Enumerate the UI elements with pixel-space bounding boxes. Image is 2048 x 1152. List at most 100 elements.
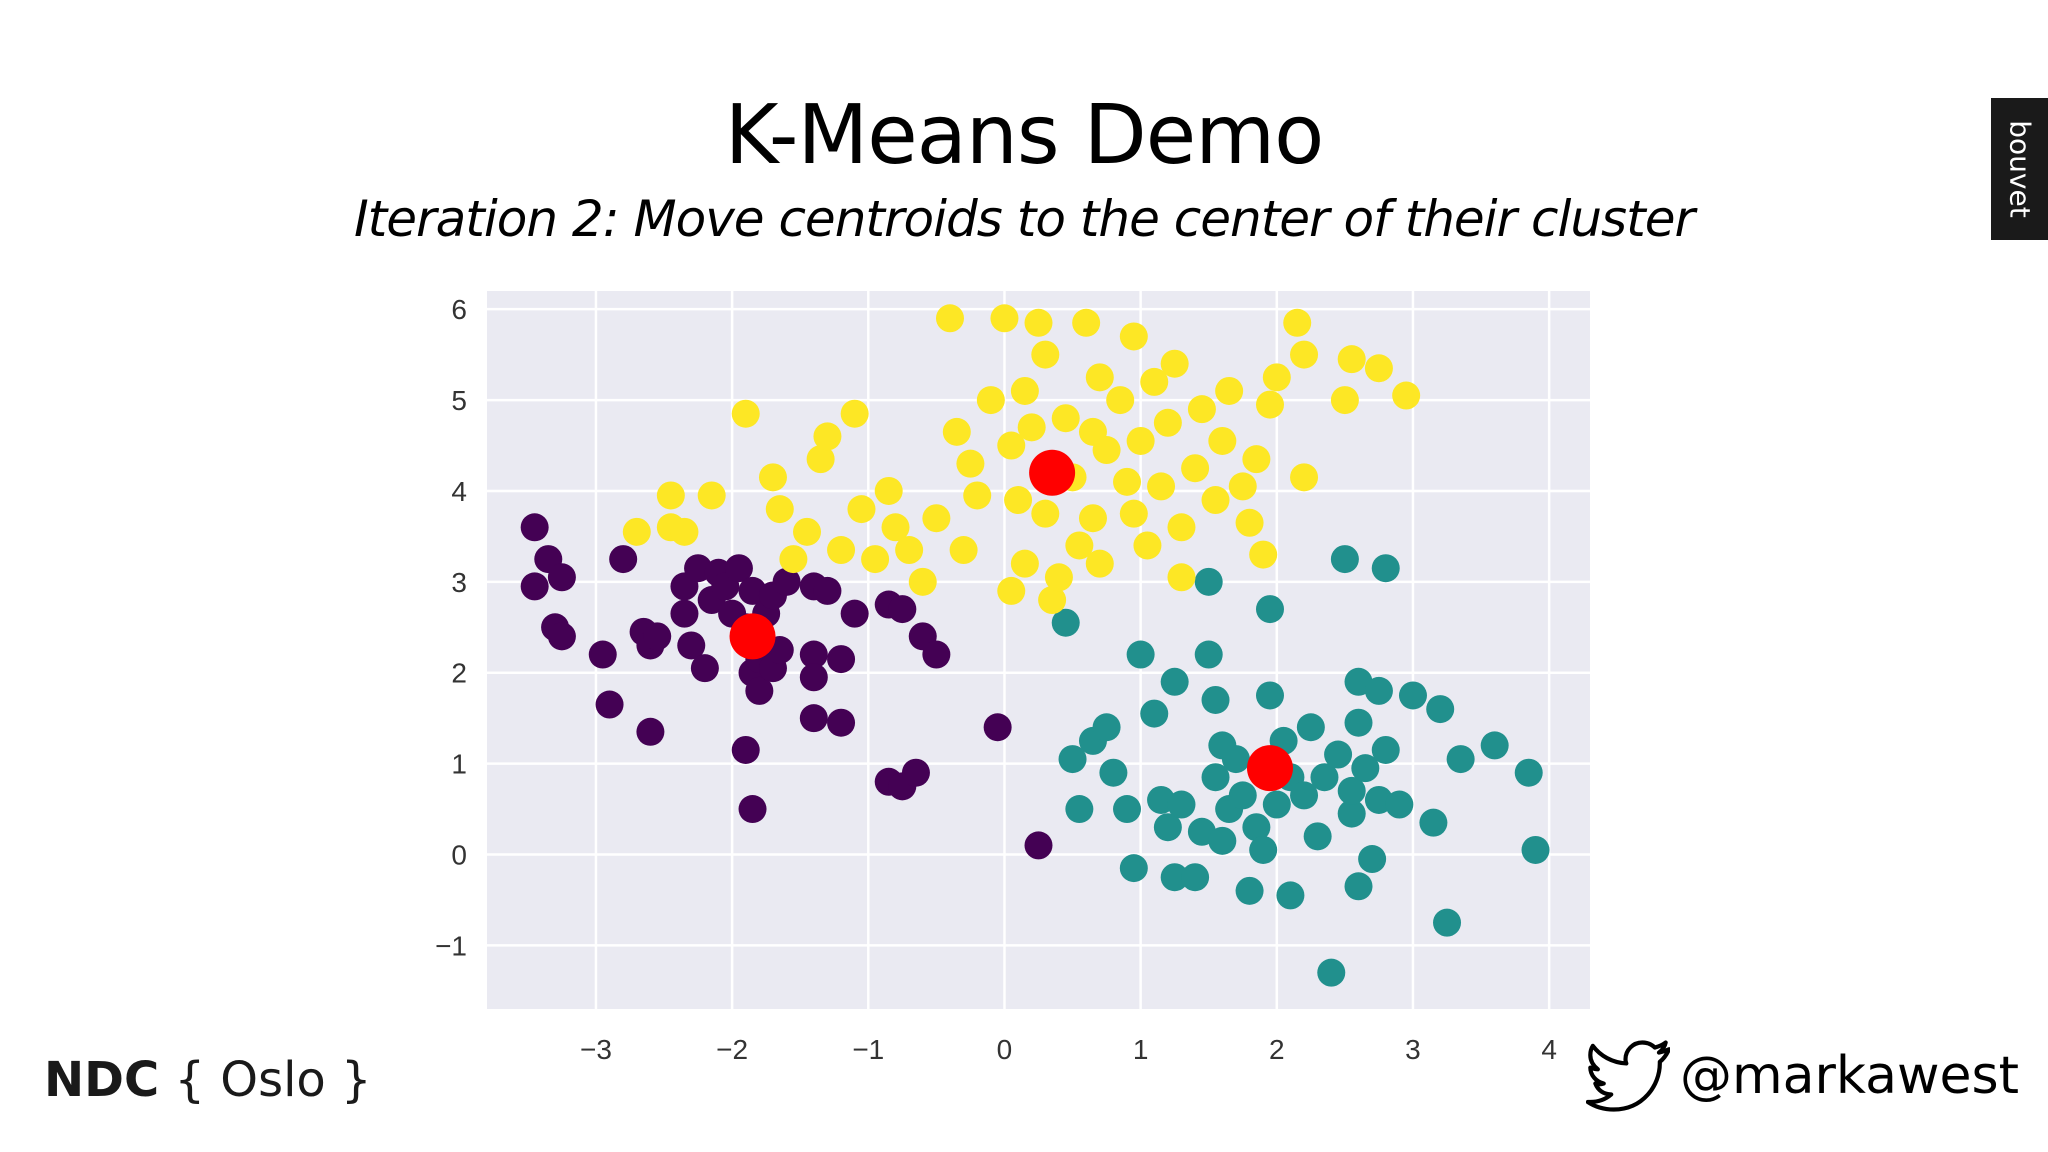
- scatter-point-yellow: [1106, 386, 1135, 415]
- scatter-point-teal: [1303, 822, 1332, 851]
- scatter-point-teal: [1255, 595, 1284, 624]
- scatter-point-teal: [1426, 695, 1455, 724]
- y-axis-ticks: −1 0 1 2 3 4 5 6: [435, 294, 467, 961]
- brand-tab-label: bouvet: [2003, 120, 2036, 218]
- scatter-point-teal: [1119, 854, 1148, 883]
- scatter-point-yellow: [949, 536, 978, 565]
- scatter-point-teal: [1337, 776, 1366, 805]
- scatter-point-yellow: [1228, 472, 1257, 501]
- scatter-point-yellow: [1024, 308, 1053, 337]
- scatter-point-purple: [731, 735, 760, 764]
- x-tick-label: 4: [1541, 1034, 1557, 1065]
- scatter-point-teal: [1480, 731, 1509, 760]
- scatter-point-teal: [1290, 781, 1319, 810]
- scatter-point-yellow: [806, 445, 835, 474]
- x-tick-label: 2: [1269, 1034, 1285, 1065]
- scatter-point-teal: [1344, 708, 1373, 737]
- scatter-point-yellow: [908, 567, 937, 596]
- x-tick-label: −3: [580, 1034, 612, 1065]
- scatter-point-yellow: [1242, 445, 1271, 474]
- scatter-point-yellow: [731, 399, 760, 428]
- scatter-point-teal: [1262, 790, 1291, 819]
- scatter-point-yellow: [1290, 340, 1319, 369]
- scatter-point-purple: [520, 513, 549, 542]
- scatter-point-teal: [1337, 799, 1366, 828]
- scatter-point-yellow: [847, 495, 876, 524]
- scatter-point-purple: [840, 599, 869, 628]
- scatter-point-teal: [1092, 713, 1121, 742]
- scatter-point-yellow: [963, 481, 992, 510]
- centroid-point: [1246, 745, 1293, 792]
- scatter-point-teal: [1317, 958, 1346, 987]
- scatter-point-teal: [1249, 835, 1278, 864]
- scatter-point-teal: [1201, 685, 1230, 714]
- scatter-point-purple: [547, 622, 576, 651]
- scatter-point-purple: [609, 545, 638, 574]
- scatter-point-yellow: [997, 576, 1026, 605]
- scatter-point-purple: [827, 645, 856, 674]
- x-axis-ticks: −3 −2 −1 0 1 2 3 4: [580, 1034, 1557, 1065]
- scatter-point-yellow: [1119, 322, 1148, 351]
- scatter-point-purple: [799, 640, 828, 669]
- scatter-point-teal: [1371, 554, 1400, 583]
- scatter-point-yellow: [1078, 504, 1107, 533]
- scatter-point-yellow: [956, 449, 985, 478]
- scatter-point-purple: [724, 554, 753, 583]
- scatter-point-yellow: [1044, 563, 1073, 592]
- scatter-point-yellow: [1153, 408, 1182, 437]
- scatter-point-teal: [1228, 781, 1257, 810]
- scatter-point-yellow: [622, 517, 651, 546]
- scatter-point-purple: [677, 631, 706, 660]
- scatter-point-yellow: [881, 513, 910, 542]
- scatter-point-yellow: [935, 304, 964, 333]
- scatter-point-purple: [547, 563, 576, 592]
- scatter-point-yellow: [793, 517, 822, 546]
- scatter-point-yellow: [1085, 363, 1114, 392]
- scatter-point-yellow: [1167, 563, 1196, 592]
- scatter-point-yellow: [1051, 404, 1080, 433]
- scatter-point-teal: [1351, 754, 1380, 783]
- scatter-point-purple: [772, 567, 801, 596]
- scatter-point-teal: [1235, 876, 1264, 905]
- scatter-point-yellow: [1262, 363, 1291, 392]
- scatter-point-teal: [1358, 845, 1387, 874]
- scatter-point-yellow: [1092, 436, 1121, 465]
- scatter-point-purple: [670, 599, 699, 628]
- scatter-point-yellow: [1283, 308, 1312, 337]
- scatter-point-purple: [520, 572, 549, 601]
- scatter-point-teal: [1113, 795, 1142, 824]
- y-tick-label: 6: [451, 294, 467, 325]
- scatter-point-teal: [1514, 758, 1543, 787]
- x-tick-label: −2: [716, 1034, 748, 1065]
- scatter-point-yellow: [1364, 354, 1393, 383]
- scatter-point-yellow: [1113, 467, 1142, 496]
- plot-area: [487, 291, 1590, 1009]
- y-tick-label: 2: [451, 658, 467, 689]
- scatter-point-purple: [983, 713, 1012, 742]
- x-tick-label: −1: [852, 1034, 884, 1065]
- scatter-point-teal: [1276, 881, 1305, 910]
- scatter-point-teal: [1398, 681, 1427, 710]
- scatter-point-yellow: [1119, 499, 1148, 528]
- slide-subtitle: Iteration 2: Move centroids to the cente…: [353, 190, 1695, 248]
- scatter-point-yellow: [1181, 454, 1210, 483]
- scatter-point-teal: [1201, 763, 1230, 792]
- scatter-point-purple: [690, 654, 719, 683]
- x-tick-label: 3: [1405, 1034, 1421, 1065]
- scatter-point-teal: [1330, 545, 1359, 574]
- scatter-point-yellow: [1140, 367, 1169, 396]
- ndc-logo-text: NDC: [44, 1052, 160, 1108]
- y-tick-label: 3: [451, 567, 467, 598]
- scatter-point-yellow: [765, 495, 794, 524]
- scatter-point-yellow: [779, 545, 808, 574]
- scatter-point-yellow: [758, 463, 787, 492]
- scatter-point-teal: [1160, 667, 1189, 696]
- scatter-point-yellow: [827, 536, 856, 565]
- scatter-point-teal: [1310, 763, 1339, 792]
- scatter-point-teal: [1364, 676, 1393, 705]
- scatter-point-teal: [1446, 745, 1475, 774]
- scatter-point-teal: [1324, 740, 1353, 769]
- scatter-point-teal: [1521, 835, 1550, 864]
- scatter-point-purple: [922, 640, 951, 669]
- scatter-point-yellow: [1235, 508, 1264, 537]
